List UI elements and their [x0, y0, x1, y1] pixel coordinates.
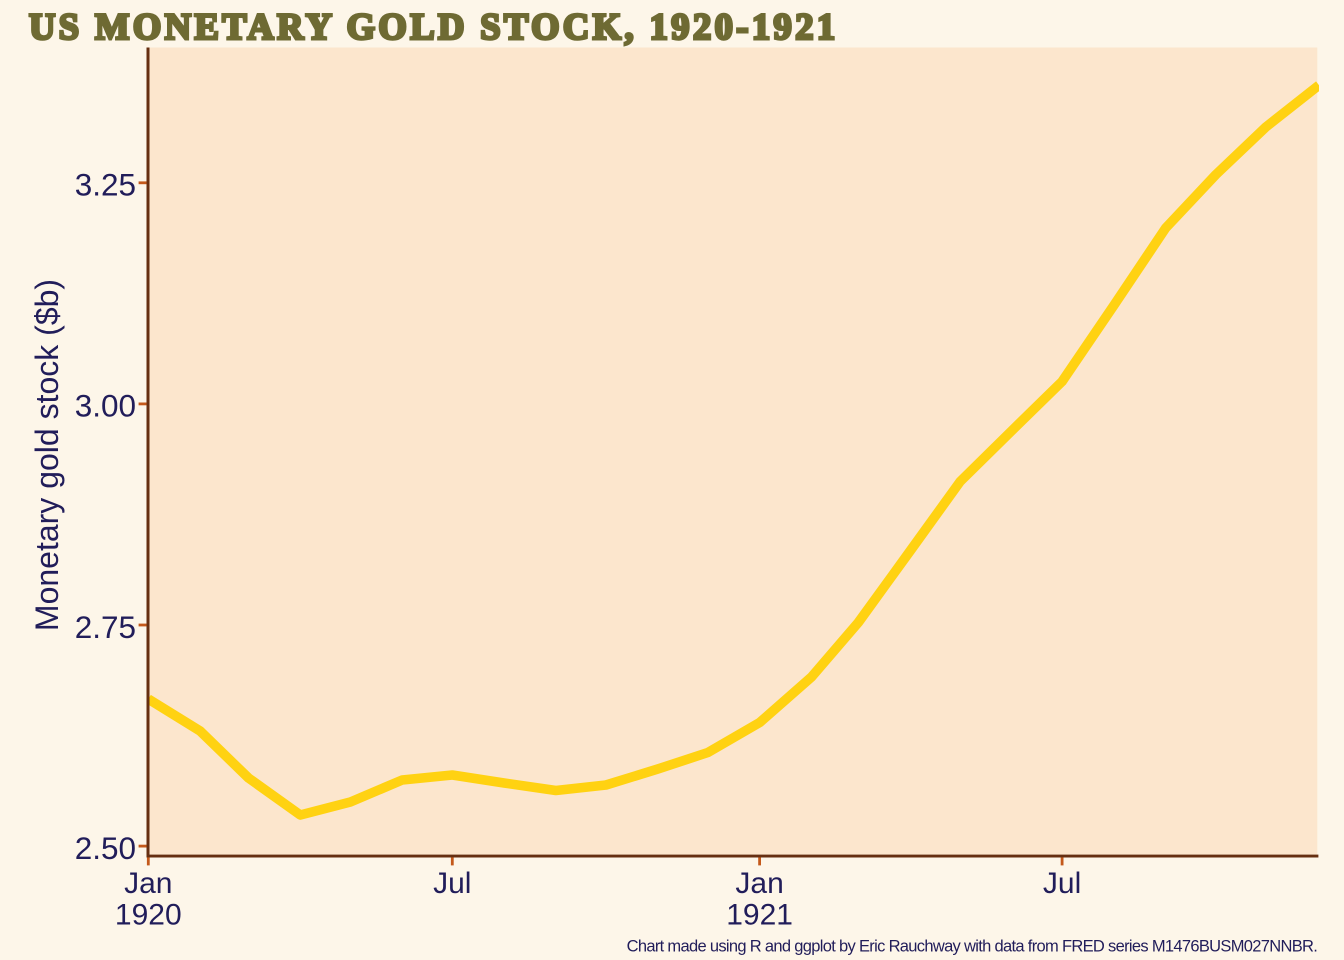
svg-text:Jan: Jan [735, 867, 783, 900]
svg-text:1921: 1921 [726, 899, 793, 932]
svg-text:3.00: 3.00 [75, 388, 136, 424]
svg-text:US MONETARY GOLD STOCK, 1920-1: US MONETARY GOLD STOCK, 1920-1921 [29, 6, 839, 47]
svg-text:1920: 1920 [115, 899, 182, 932]
svg-text:Chart made using R and ggplot: Chart made using R and ggplot by Eric Ra… [627, 938, 1318, 956]
svg-text:3.25: 3.25 [75, 167, 136, 203]
svg-text:Jul: Jul [1043, 867, 1081, 900]
svg-text:Monetary gold stock ($b): Monetary gold stock ($b) [29, 279, 65, 631]
svg-text:Jul: Jul [433, 867, 471, 900]
svg-text:2.75: 2.75 [75, 609, 136, 645]
svg-text:2.50: 2.50 [75, 830, 136, 866]
svg-text:Jan: Jan [124, 867, 172, 900]
